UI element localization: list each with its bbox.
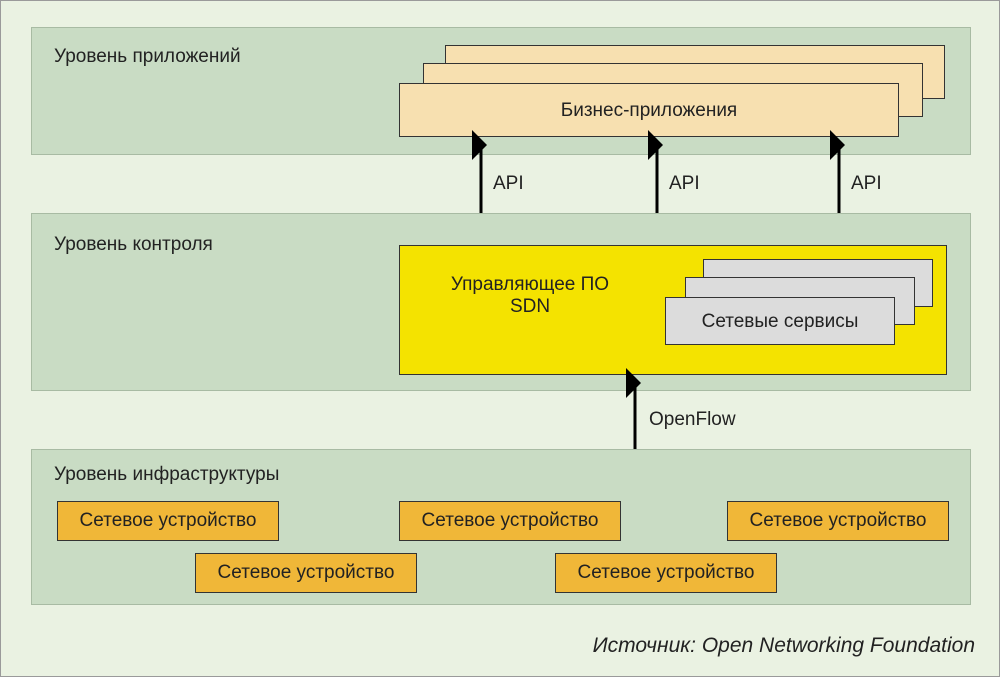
device-box-3: Сетевое устройство (727, 501, 949, 541)
netsvc-card-label: Сетевые сервисы (666, 311, 894, 333)
layer-applications-title: Уровень приложений (54, 46, 241, 68)
source-text: Источник: Open Networking Foundation (593, 634, 975, 658)
device-label: Сетевое устройство (218, 562, 395, 584)
device-label: Сетевое устройство (750, 510, 927, 532)
app-card-label: Бизнес-приложения (400, 100, 898, 122)
openflow-label: OpenFlow (649, 409, 736, 431)
device-box-2: Сетевое устройство (399, 501, 621, 541)
device-box-1: Сетевое устройство (57, 501, 279, 541)
sdn-label: Управляющее ПО SDN (420, 274, 640, 318)
layer-control-title: Уровень контроля (54, 234, 213, 256)
layer-infrastructure-title: Уровень инфраструктуры (54, 464, 279, 486)
device-label: Сетевое устройство (80, 510, 257, 532)
diagram-canvas: Уровень приложений Бизнес-приложения API… (0, 0, 1000, 677)
device-label: Сетевое устройство (578, 562, 755, 584)
app-card-1: Бизнес-приложения (399, 83, 899, 137)
api-label-3: API (851, 173, 882, 195)
api-label-1: API (493, 173, 524, 195)
device-box-4: Сетевое устройство (195, 553, 417, 593)
sdn-label-line2: SDN (510, 296, 550, 317)
device-box-5: Сетевое устройство (555, 553, 777, 593)
netsvc-card-1: Сетевые сервисы (665, 297, 895, 345)
device-label: Сетевое устройство (422, 510, 599, 532)
sdn-label-line1: Управляющее ПО (451, 274, 609, 295)
api-label-2: API (669, 173, 700, 195)
